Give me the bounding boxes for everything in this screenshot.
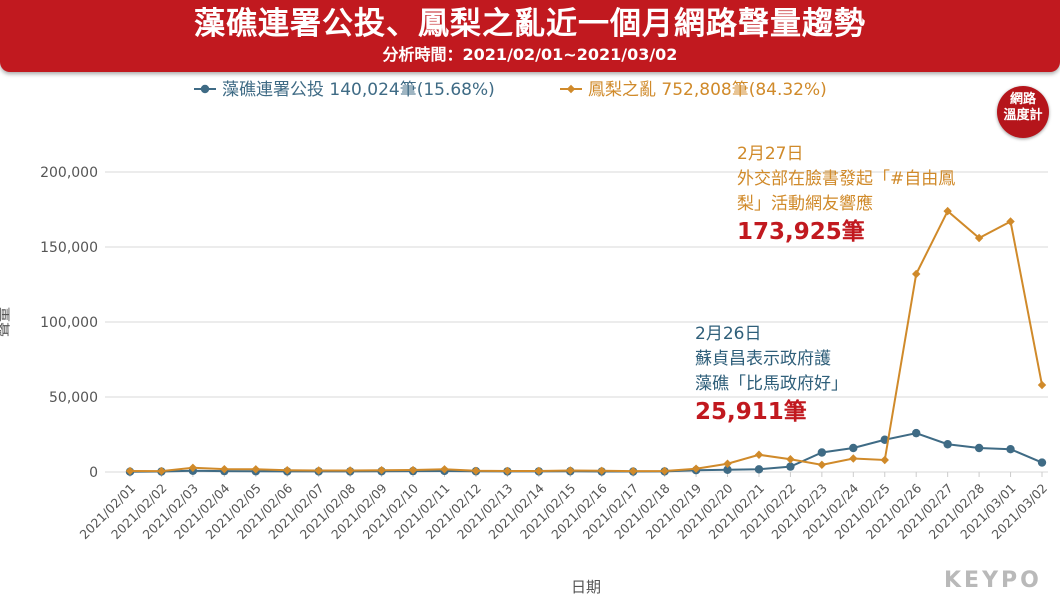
data-point <box>1006 217 1015 226</box>
data-point <box>974 233 984 243</box>
data-point <box>503 466 512 476</box>
data-point <box>1037 458 1047 467</box>
y-axis-label: 聲量 <box>0 307 12 337</box>
data-point <box>817 460 827 469</box>
data-point <box>943 440 952 449</box>
data-point <box>566 466 575 475</box>
data-point <box>880 455 889 465</box>
annotation-orange: 2月27日 外交部在臉書發起「#自由鳳 梨」活動網友響應 173,925筆 <box>737 142 955 247</box>
annotation-blue-value: 25,911筆 <box>695 399 807 425</box>
data-point <box>754 465 764 474</box>
y-tick-label: 150,000 <box>40 240 98 256</box>
data-point <box>723 459 732 468</box>
chart-subtitle: 分析時間：2021/02/01~2021/03/02 <box>382 45 678 64</box>
data-point <box>912 269 921 279</box>
y-tick-label: 100,000 <box>40 315 98 331</box>
data-point <box>283 466 292 475</box>
annotation-orange-date: 2月27日 <box>737 144 804 164</box>
y-tick-label: 200,000 <box>40 165 98 181</box>
y-tick-label: 50,000 <box>49 390 98 406</box>
data-point <box>471 466 481 475</box>
data-point <box>691 464 701 473</box>
data-point <box>849 454 858 463</box>
annotation-orange-line2: 梨」活動網友響應 <box>737 194 873 214</box>
title-banner: 藻礁連署公投、鳳梨之亂近一個月網路聲量趨勢 分析時間：2021/02/01~20… <box>0 0 1060 72</box>
annotation-blue-line2: 藻礁「比馬政府好」 <box>695 374 848 394</box>
data-point <box>723 465 732 474</box>
chart-title: 藻礁連署公投、鳳梨之亂近一個月網路聲量趨勢 <box>194 6 866 42</box>
legend-marker-0 <box>200 84 210 94</box>
data-point <box>849 443 858 453</box>
thermometer-badge: 網路 溫度計 <box>997 86 1049 138</box>
data-point <box>534 466 544 476</box>
data-point <box>345 466 355 475</box>
annotation-orange-line1: 外交部在臉書發起「#自由鳳 <box>737 169 956 189</box>
data-point <box>597 466 606 475</box>
data-point <box>628 466 638 476</box>
data-point <box>188 463 198 472</box>
badge-line2: 溫度計 <box>1003 108 1043 123</box>
keypo-logo: KEYPO <box>944 568 1042 593</box>
data-point <box>251 465 260 474</box>
data-point <box>440 465 449 474</box>
legend-label-1: 鳳梨之亂 752,808筆(84.32%) <box>588 80 827 100</box>
data-point <box>786 455 795 464</box>
series-line-0 <box>129 432 1043 473</box>
x-axis-label: 日期 <box>571 578 601 596</box>
series-line-1 <box>129 209 1043 473</box>
data-point <box>314 466 323 475</box>
data-point <box>408 465 418 475</box>
data-point <box>1037 380 1047 390</box>
data-point <box>912 428 921 438</box>
legend-label-0: 藻礁連署公投 140,024筆(15.68%) <box>222 80 495 100</box>
data-point <box>943 206 952 216</box>
annotation-blue-date: 2月26日 <box>695 324 762 344</box>
annotation-orange-value: 173,925筆 <box>737 219 865 245</box>
data-point <box>817 448 827 457</box>
data-point <box>125 466 135 476</box>
y-tick-label: 0 <box>89 465 98 481</box>
annotation-blue-line1: 蘇貞昌表示政府護 <box>695 349 831 369</box>
badge-line1: 網路 <box>1009 92 1036 107</box>
data-point <box>754 450 764 459</box>
legend-marker-1 <box>566 84 576 94</box>
data-point <box>377 466 386 475</box>
data-point <box>660 466 669 476</box>
data-point <box>786 462 795 471</box>
data-point <box>974 443 984 453</box>
data-point <box>157 466 166 476</box>
annotation-blue: 2月26日 蘇貞昌表示政府護 藻礁「比馬政府好」 25,911筆 <box>695 322 848 427</box>
data-point <box>1006 445 1015 454</box>
data-point <box>220 464 229 474</box>
